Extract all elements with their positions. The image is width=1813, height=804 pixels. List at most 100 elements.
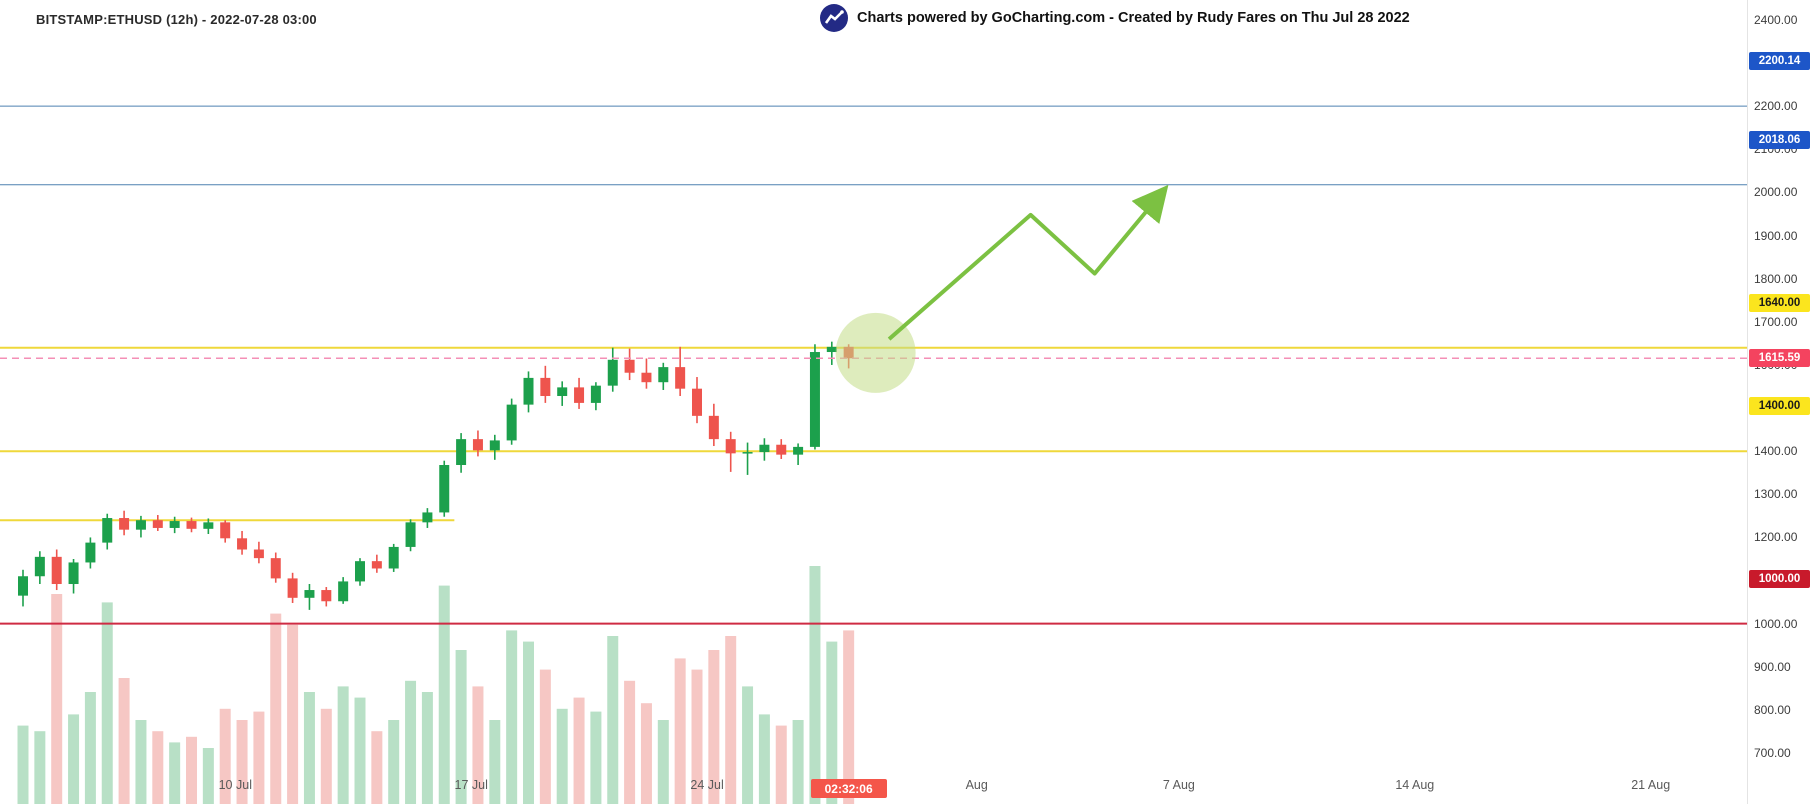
volume-bar xyxy=(253,711,265,804)
time-axis[interactable]: 10 Jul 17 Jul 24 Jul Aug 7 Aug 14 Aug 21 Aug xyxy=(0,772,1747,804)
candle-body xyxy=(119,518,130,530)
volume-bar xyxy=(624,680,636,804)
volume-bar xyxy=(354,697,366,804)
price-tick-label: 1200.00 xyxy=(1754,530,1798,545)
price-tick-label: 2200.00 xyxy=(1754,99,1798,114)
volume-bar xyxy=(169,742,181,804)
price-tick-label: 2000.00 xyxy=(1754,185,1798,200)
volume-bar xyxy=(792,720,804,804)
candle-body xyxy=(590,385,601,403)
volume-bar xyxy=(287,624,299,804)
volume-bar xyxy=(489,720,501,804)
volume-bar xyxy=(101,602,113,804)
candle-body xyxy=(472,439,483,451)
volume-bar xyxy=(809,566,821,804)
volume-bar xyxy=(607,636,619,804)
candle-body xyxy=(793,446,804,455)
volume-bar xyxy=(337,686,349,804)
volume-bar xyxy=(320,708,332,804)
candle-body xyxy=(574,387,585,403)
volume-bar xyxy=(758,714,770,804)
candle-body xyxy=(152,520,163,528)
volume-bar xyxy=(640,703,652,804)
volume-bar xyxy=(68,714,80,804)
candle-body xyxy=(540,377,551,397)
candle-body xyxy=(489,440,500,451)
volume-bar xyxy=(152,731,164,804)
candle-body xyxy=(18,576,28,596)
candle-body xyxy=(253,549,264,559)
volume-bar xyxy=(725,636,737,804)
volume-bar xyxy=(506,630,518,804)
time-tick-label: 17 Jul xyxy=(454,778,488,792)
candle-body xyxy=(658,367,669,383)
volume-bar xyxy=(84,692,96,804)
candle-body xyxy=(776,444,787,455)
volume-bar xyxy=(219,708,231,804)
volume-bar xyxy=(405,680,417,804)
candle-body xyxy=(708,415,719,440)
price-level-badge: 1400.00 xyxy=(1749,397,1810,416)
candle-body xyxy=(186,521,197,529)
volume-bar xyxy=(472,686,484,804)
price-level-badge: 1640.00 xyxy=(1749,293,1810,312)
price-tick-label: 700.00 xyxy=(1754,746,1791,761)
candle-body xyxy=(220,522,231,539)
price-axis[interactable]: 2400.002300.002200.002100.002000.001900.… xyxy=(1747,0,1813,804)
volume-bar xyxy=(34,731,46,804)
candle-body xyxy=(405,522,416,547)
candle-body xyxy=(388,546,399,569)
price-level-badge: 2018.06 xyxy=(1749,130,1810,149)
volume-bar xyxy=(523,641,534,804)
price-tick-label: 1900.00 xyxy=(1754,228,1798,243)
volume-bar xyxy=(388,720,400,804)
volume-bar xyxy=(708,650,720,804)
time-tick-label: 24 Jul xyxy=(690,778,724,792)
candle-body xyxy=(51,556,62,585)
candle-close-countdown-badge: 02:32:06 xyxy=(810,779,887,798)
time-tick-label: 14 Aug xyxy=(1395,778,1435,792)
candle-body xyxy=(270,558,281,579)
candle-body xyxy=(34,556,45,577)
candle-body xyxy=(237,538,248,550)
volume-bar xyxy=(657,720,669,804)
time-tick-label: 21 Aug xyxy=(1631,778,1671,792)
volume-bar xyxy=(270,613,282,804)
price-tick-label: 1700.00 xyxy=(1754,314,1798,329)
volume-bar xyxy=(236,720,248,804)
volume-bar xyxy=(742,686,754,804)
candle-body xyxy=(304,590,315,598)
price-tick-label: 1800.00 xyxy=(1754,271,1798,286)
price-tick-label: 800.00 xyxy=(1754,702,1791,717)
volume-bar xyxy=(17,725,29,804)
candle-body xyxy=(169,521,180,528)
volume-bar xyxy=(202,748,214,804)
candle-body xyxy=(68,562,79,585)
volume-bar xyxy=(590,711,602,804)
price-level-badge: 2200.14 xyxy=(1749,52,1810,71)
volume-bar xyxy=(135,720,147,804)
volume-bar xyxy=(826,641,838,804)
volume-bar xyxy=(371,731,383,804)
candle-body xyxy=(641,372,652,383)
volume-bars xyxy=(17,566,855,804)
current-price-badge: 1615.59 xyxy=(1749,349,1810,368)
price-tick-label: 1000.00 xyxy=(1754,616,1798,631)
candle-body xyxy=(456,439,467,465)
candle-body xyxy=(422,512,433,523)
projection-arrow-drawing[interactable] xyxy=(887,184,1169,341)
gocharting-logo-icon xyxy=(820,4,848,32)
candle-body xyxy=(439,464,450,513)
volume-bar xyxy=(556,708,568,804)
candle-body xyxy=(506,404,517,441)
volume-bar xyxy=(186,736,197,804)
candle-body xyxy=(607,359,618,386)
candle-body xyxy=(85,542,96,563)
volume-bar xyxy=(118,678,130,804)
watermark-text: Charts powered by GoCharting.com - Creat… xyxy=(857,10,1410,26)
candle-body xyxy=(371,561,382,569)
candle-body xyxy=(338,581,349,602)
candle-body xyxy=(624,359,635,373)
